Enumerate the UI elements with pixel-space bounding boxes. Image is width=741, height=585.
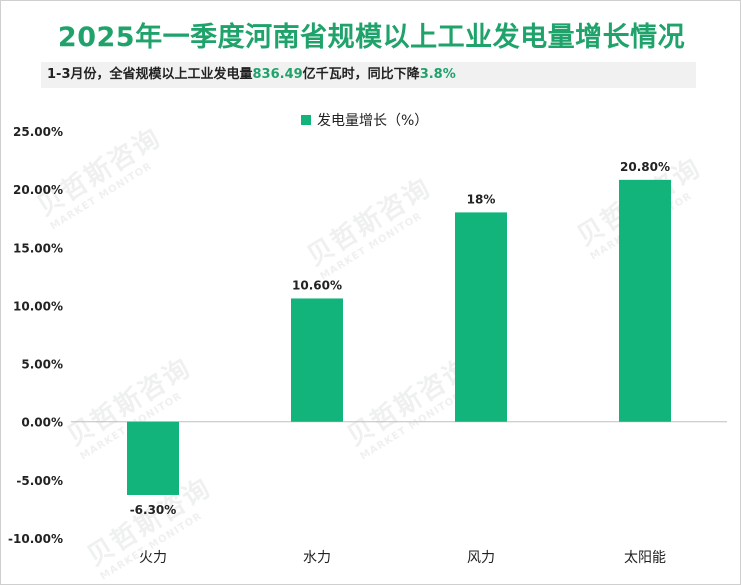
- chart-subtitle: 1-3月份，全省规模以上工业发电量836.49亿千瓦时，同比下降3.8%: [41, 62, 696, 88]
- data-label: 18%: [467, 192, 496, 206]
- x-tick-label: 火力: [139, 550, 167, 566]
- legend-swatch: [301, 115, 311, 125]
- chart-legend: 发电量增长（%）: [301, 110, 428, 130]
- bar-3: [455, 212, 507, 422]
- y-tick-label: 0.00%: [21, 416, 63, 430]
- data-label: 20.80%: [620, 160, 670, 174]
- y-tick-label: 20.00%: [13, 183, 63, 197]
- x-tick-label: 水力: [303, 550, 331, 566]
- x-tick-label: 太阳能: [624, 550, 666, 566]
- y-tick-label: 10.00%: [13, 299, 63, 313]
- bar-1: [127, 421, 179, 495]
- y-tick-label: -5.00%: [16, 474, 63, 488]
- legend-label: 发电量增长（%）: [317, 113, 429, 129]
- bar-2: [291, 298, 343, 422]
- y-tick-label: 15.00%: [13, 241, 63, 255]
- chart-title: 2025年一季度河南省规模以上工业发电量增长情况: [57, 22, 686, 53]
- y-tick-label: 5.00%: [21, 358, 63, 372]
- y-tick-label: 25.00%: [13, 125, 63, 139]
- data-label: 10.60%: [292, 278, 342, 292]
- x-tick-label: 风力: [467, 550, 495, 566]
- data-label: -6.30%: [130, 503, 177, 517]
- y-tick-label: -10.00%: [8, 532, 63, 546]
- bar-4: [619, 179, 671, 422]
